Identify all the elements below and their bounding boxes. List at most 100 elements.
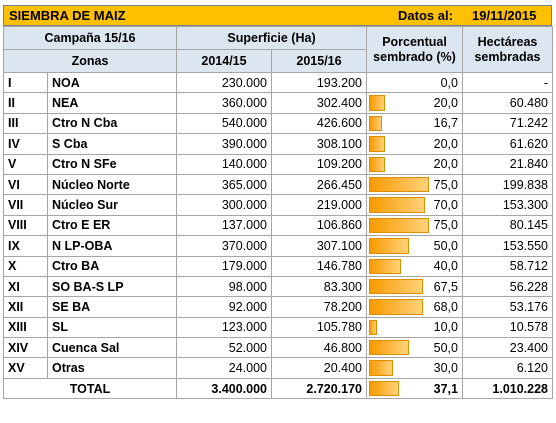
- header-row-2: Zonas 2014/15 2015/16: [3, 49, 553, 73]
- total-surface-2015-16: 2.720.170: [271, 377, 367, 400]
- zone-name: Otras: [47, 357, 177, 379]
- year1-header: 2014/15: [176, 49, 272, 73]
- surface-2015-16: 193.200: [271, 71, 367, 94]
- progress-bar: [369, 136, 385, 152]
- pct-value: 75,0: [433, 177, 458, 192]
- title-bar: SIEMBRA DE MAIZ Datos al: 19/11/2015: [3, 5, 552, 26]
- zone-name: Núcleo Norte: [47, 173, 177, 196]
- campaign-header: Campaña 15/16: [3, 26, 177, 50]
- progress-bar: [369, 197, 425, 213]
- surface-2014-15: 137.000: [176, 214, 272, 237]
- table-row: III Ctro N Cba 540.000 426.600 16,7 71.242: [3, 112, 553, 135]
- table-row: VII Núcleo Sur 300.000 219.000 70,0 153.300: [3, 194, 553, 216]
- zone-number: VII: [3, 194, 48, 216]
- surface-2015-16: 46.800: [271, 337, 367, 359]
- surface-2015-16: 426.600: [271, 112, 367, 135]
- pct-planted-cell: 20,0: [366, 92, 463, 114]
- hectares-planted: 56.228: [462, 275, 553, 298]
- surface-2014-15: 360.000: [176, 92, 272, 114]
- zone-name: N LP-OBA: [47, 235, 177, 257]
- pct-planted-cell: 75,0: [366, 214, 463, 237]
- zone-number: XII: [3, 296, 48, 318]
- zone-number: VI: [3, 173, 48, 196]
- progress-bar: [369, 278, 423, 295]
- table-row: XIV Cuenca Sal 52.000 46.800 50,0 23.400: [3, 337, 553, 359]
- hectares-planted: 153.300: [462, 194, 553, 216]
- surface-2014-15: 390.000: [176, 133, 272, 155]
- zone-number: IV: [3, 133, 48, 155]
- surface-2014-15: 52.000: [176, 337, 272, 359]
- pct-value: 20,0: [433, 96, 458, 111]
- hectares-planted: 53.176: [462, 296, 553, 318]
- pct-value: 50,0: [433, 340, 458, 355]
- pct-planted-cell: 0,0: [366, 71, 463, 94]
- pct-value: 10,0: [433, 320, 458, 335]
- pct-header-line1: Porcentual: [382, 34, 447, 49]
- year2-header: 2015/16: [271, 49, 367, 73]
- surface-2014-15: 98.000: [176, 275, 272, 298]
- progress-bar: [369, 360, 393, 376]
- pct-value: 30,0: [433, 361, 458, 376]
- table-row: II NEA 360.000 302.400 20,0 60.480: [3, 92, 553, 114]
- ha-header-line2: sembradas: [474, 49, 541, 64]
- hectares-planted: 58.712: [462, 255, 553, 277]
- zone-name: NOA: [47, 71, 177, 94]
- surface-header: Superficie (Ha): [176, 26, 367, 50]
- pct-value: 20,0: [433, 136, 458, 151]
- zone-name: Ctro BA: [47, 255, 177, 277]
- pct-value: 68,0: [433, 299, 458, 314]
- progress-bar: [369, 156, 385, 172]
- zone-name: Ctro N Cba: [47, 112, 177, 135]
- total-pct-cell: 37,1: [366, 377, 463, 400]
- zone-number: XIV: [3, 337, 48, 359]
- surface-2015-16: 106.860: [271, 214, 367, 237]
- pct-planted-cell: 50,0: [366, 235, 463, 257]
- total-row: TOTAL 3.400.000 2.720.170 37,1 1.010.228: [3, 377, 553, 400]
- table-row: XV Otras 24.000 20.400 30,0 6.120: [3, 357, 553, 379]
- hectares-planted: 23.400: [462, 337, 553, 359]
- hectares-planted: 80.145: [462, 214, 553, 237]
- table-row: XI SO BA-S LP 98.000 83.300 67,5 56.228: [3, 275, 553, 298]
- zone-number: XI: [3, 275, 48, 298]
- ha-header: Hectáreas sembradas: [462, 26, 553, 73]
- total-surface-2014-15: 3.400.000: [176, 377, 272, 400]
- surface-2014-15: 230.000: [176, 71, 272, 94]
- pct-planted-cell: 67,5: [366, 275, 463, 298]
- zone-number: V: [3, 153, 48, 175]
- zone-name: SE BA: [47, 296, 177, 318]
- surface-2014-15: 370.000: [176, 235, 272, 257]
- hectares-planted: 6.120: [462, 357, 553, 379]
- pct-planted-cell: 10,0: [366, 316, 463, 339]
- progress-bar: [369, 176, 429, 193]
- surface-2015-16: 20.400: [271, 357, 367, 379]
- zone-name: Ctro N SFe: [47, 153, 177, 175]
- progress-bar: [369, 258, 401, 274]
- pct-planted-cell: 30,0: [366, 357, 463, 379]
- zone-number: I: [3, 71, 48, 94]
- table-row: V Ctro N SFe 140.000 109.200 20,0 21.840: [3, 153, 553, 175]
- pct-header-line2: sembrado (%): [373, 49, 456, 64]
- zone-number: XV: [3, 357, 48, 379]
- surface-2015-16: 83.300: [271, 275, 367, 298]
- table-row: VIII Ctro E ER 137.000 106.860 75,0 80.145: [3, 214, 553, 237]
- date-value: 19/11/2015: [472, 8, 537, 23]
- pct-planted-cell: 20,0: [366, 153, 463, 175]
- pct-value: 67,5: [433, 279, 458, 294]
- date-label: Datos al:: [398, 8, 453, 23]
- pct-planted-cell: 50,0: [366, 337, 463, 359]
- surface-2014-15: 300.000: [176, 194, 272, 216]
- pct-value: 0,0: [440, 75, 458, 90]
- table-row: IV S Cba 390.000 308.100 20,0 61.620: [3, 133, 553, 155]
- progress-bar: [369, 340, 409, 356]
- planting-table: Campaña 15/16 Superficie (Ha) Porcentual…: [3, 26, 553, 400]
- zone-number: IX: [3, 235, 48, 257]
- pct-planted-cell: 68,0: [366, 296, 463, 318]
- pct-planted-cell: 16,7: [366, 112, 463, 135]
- table-row: I NOA 230.000 193.200 0,0-: [3, 71, 553, 94]
- hectares-planted: 21.840: [462, 153, 553, 175]
- surface-2015-16: 308.100: [271, 133, 367, 155]
- ha-header-line1: Hectáreas: [477, 34, 538, 49]
- surface-2015-16: 266.450: [271, 173, 367, 196]
- zone-number: VIII: [3, 214, 48, 237]
- pct-value: 37,1: [433, 381, 458, 396]
